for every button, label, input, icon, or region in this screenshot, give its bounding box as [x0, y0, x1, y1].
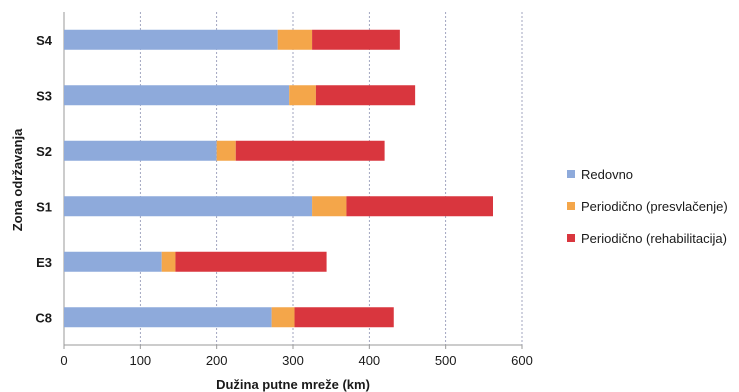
- bar-s4-series-3: [312, 29, 400, 50]
- bar-s4-series-1: [64, 29, 278, 50]
- bar-series: [64, 29, 493, 328]
- bar-s2-series-2: [216, 140, 236, 161]
- y-category-label: C8: [35, 310, 52, 325]
- legend-item: Redovno: [567, 164, 728, 184]
- y-category-labels: S4 S3 S2 S1 E3 C8: [35, 33, 52, 326]
- legend-label: Periodično (rehabilitacija): [581, 230, 727, 246]
- bar-s2-series-1: [64, 140, 217, 161]
- bar-s3-series-1: [64, 85, 290, 106]
- legend-item: Periodično (presvlačenje): [567, 196, 728, 216]
- bar-s1-series-2: [312, 196, 347, 217]
- bar-s2-series-3: [235, 140, 385, 161]
- x-tick-labels: 0 100 200 300 400 500 600: [60, 345, 533, 368]
- x-tick-label: 100: [129, 353, 151, 368]
- legend-item: Periodično (rehabilitacija): [567, 228, 728, 248]
- y-category-label: S2: [36, 144, 52, 159]
- bar-c8-series-2: [271, 307, 295, 328]
- x-tick-label: 500: [435, 353, 457, 368]
- legend-label: Periodično (presvlačenje): [581, 198, 728, 214]
- bar-s3-series-2: [289, 85, 316, 106]
- bar-s3-series-3: [315, 85, 416, 106]
- legend-swatch: [567, 234, 575, 242]
- bar-s1-series-1: [64, 196, 313, 217]
- x-tick-label: 400: [358, 353, 380, 368]
- legend: Redovno Periodično (presvlačenje) Periodič…: [567, 164, 728, 260]
- bar-c8-series-3: [294, 307, 394, 328]
- y-axis-title: Zona održavanja: [10, 128, 25, 231]
- x-tick-label: 0: [60, 353, 67, 368]
- bar-e3-series-1: [64, 251, 162, 272]
- bar-s4-series-2: [277, 29, 313, 50]
- bar-e3-series-3: [175, 251, 327, 272]
- y-category-label: S1: [36, 199, 52, 214]
- x-axis-title: Dužina putne mreže (km): [216, 377, 370, 392]
- x-tick-label: 600: [511, 353, 533, 368]
- grid-lines: [139, 12, 523, 345]
- legend-swatch: [567, 202, 575, 210]
- legend-label: Redovno: [581, 166, 634, 182]
- bar-s1-series-3: [346, 196, 493, 217]
- y-category-label: S4: [36, 33, 53, 48]
- bar-c8-series-1: [64, 307, 272, 328]
- x-tick-label: 200: [206, 353, 228, 368]
- y-category-label: S3: [36, 88, 52, 103]
- bar-e3-series-2: [161, 251, 176, 272]
- y-category-label: E3: [36, 255, 52, 270]
- legend-swatch: [567, 170, 575, 178]
- x-tick-label: 300: [282, 353, 304, 368]
